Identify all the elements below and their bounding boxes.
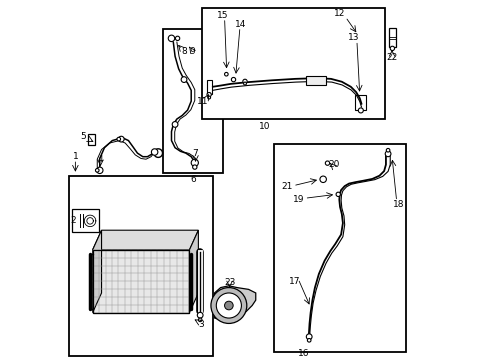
Circle shape (97, 167, 103, 174)
Circle shape (358, 108, 364, 113)
Text: 11: 11 (197, 96, 208, 105)
Text: 23: 23 (224, 278, 235, 287)
Text: 6: 6 (190, 175, 196, 184)
Circle shape (191, 159, 198, 166)
Text: 12: 12 (334, 9, 346, 18)
Polygon shape (93, 250, 190, 313)
Bar (72, 209, 99, 232)
Bar (163, 30, 223, 173)
Text: 3: 3 (198, 320, 204, 329)
Circle shape (151, 149, 158, 155)
Bar (88, 134, 95, 145)
Bar (207, 80, 212, 94)
Text: 8: 8 (181, 47, 187, 56)
Circle shape (198, 318, 202, 321)
Circle shape (96, 168, 99, 172)
Circle shape (243, 79, 247, 84)
Text: 5: 5 (80, 132, 86, 141)
Circle shape (320, 176, 326, 183)
Circle shape (307, 338, 311, 342)
Text: 21: 21 (281, 182, 293, 191)
Bar (69, 176, 213, 356)
Circle shape (306, 334, 312, 339)
Circle shape (119, 136, 124, 142)
Polygon shape (93, 230, 198, 250)
Text: 1: 1 (73, 152, 78, 161)
Text: 13: 13 (348, 33, 359, 42)
Bar (355, 95, 366, 110)
Text: 15: 15 (217, 10, 228, 19)
Circle shape (244, 82, 246, 85)
Circle shape (385, 151, 391, 157)
Text: 20: 20 (328, 161, 340, 170)
Text: 9: 9 (190, 47, 195, 56)
Circle shape (390, 46, 394, 50)
Polygon shape (93, 230, 101, 313)
Circle shape (211, 288, 247, 323)
Polygon shape (215, 286, 256, 320)
Bar (306, 76, 326, 85)
Circle shape (168, 35, 175, 41)
Polygon shape (190, 230, 198, 313)
Bar (274, 144, 406, 352)
Circle shape (224, 301, 233, 310)
Text: 16: 16 (298, 349, 310, 358)
Circle shape (386, 148, 390, 152)
Text: 17: 17 (289, 277, 300, 286)
Circle shape (193, 165, 197, 169)
Circle shape (181, 77, 187, 82)
Circle shape (208, 96, 211, 99)
Circle shape (197, 312, 203, 318)
Text: 10: 10 (259, 122, 270, 131)
Text: 7: 7 (193, 149, 198, 158)
Circle shape (325, 161, 330, 165)
Text: 4: 4 (98, 155, 103, 164)
Circle shape (216, 293, 242, 318)
Bar (389, 28, 396, 47)
Circle shape (231, 77, 236, 82)
Circle shape (117, 137, 121, 141)
Circle shape (207, 93, 211, 97)
Circle shape (224, 72, 228, 76)
Text: 2: 2 (71, 216, 76, 225)
Circle shape (336, 192, 341, 197)
Circle shape (175, 36, 180, 41)
Text: 18: 18 (393, 200, 405, 209)
Text: 22: 22 (387, 53, 398, 62)
Bar (202, 8, 385, 119)
Text: 19: 19 (293, 194, 305, 203)
Text: 14: 14 (235, 19, 246, 28)
Circle shape (172, 122, 178, 127)
